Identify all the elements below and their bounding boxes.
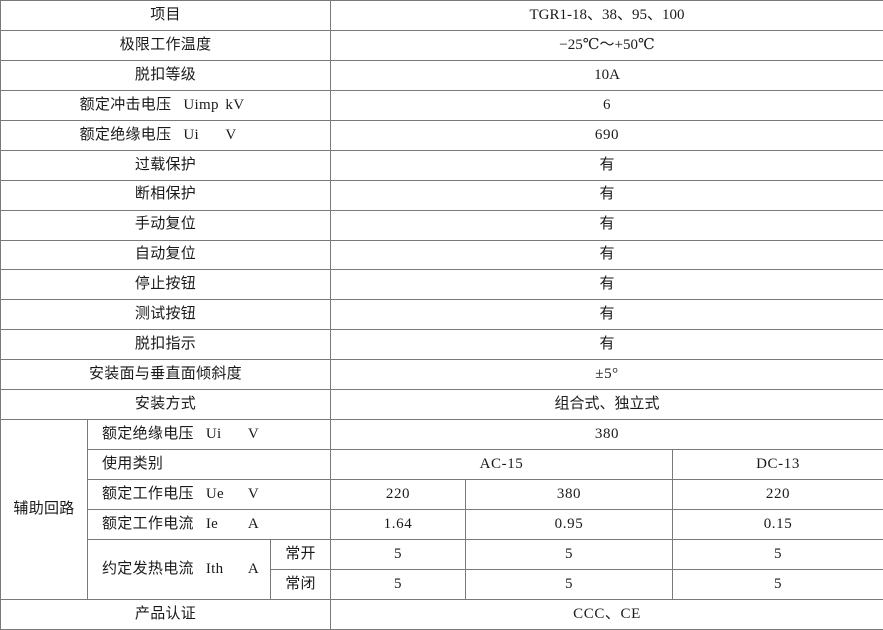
row-label-phase-loss-protection: 断相保护: [0, 179, 331, 211]
row-value-aux-current-ac220: 1.64: [330, 508, 466, 540]
label-symbol: Ui: [205, 425, 222, 442]
table-row-aux: 约定发热电流 Ith A 常开 5 5 5: [1, 538, 883, 600]
row-label-item: 项目: [0, 0, 331, 31]
table-row: 安装面与垂直面倾斜度 ±5°: [0, 359, 883, 391]
row-value-stop-button: 有: [329, 269, 883, 301]
table-row: 极限工作温度 −25℃～+50℃: [0, 29, 883, 61]
row-label-stop-button: 停止按钮: [0, 269, 331, 301]
label-symbol: Uimp: [183, 96, 219, 113]
table-row: 额定绝缘电压 Ui V 690: [0, 119, 883, 151]
row-value-aux-current-ac380: 0.95: [465, 508, 673, 540]
table-row: 脱扣指示 有: [0, 329, 883, 361]
table-row-footer: 产品认证 CCC、CE: [0, 598, 883, 630]
row-value-manual-reset: 有: [329, 209, 883, 241]
table-row: 脱扣等级 10A: [0, 59, 883, 91]
row-label-trip-indication: 脱扣指示: [0, 329, 331, 361]
label-symbol: Ith: [205, 560, 224, 577]
row-value-trip-indication: 有: [329, 329, 883, 361]
table-row: 安装方式 组合式、独立式: [0, 389, 883, 421]
row-value-aux-voltage-ac380: 380: [465, 479, 673, 510]
row-label-utilization-category: 使用类别: [87, 449, 331, 480]
table-row: 断相保护 有: [0, 179, 883, 211]
row-label-test-button: 测试按钮: [0, 299, 331, 331]
row-value-ith-nc-ac220: 5: [330, 568, 466, 600]
row-value-mounting-inclination: ±5°: [329, 359, 883, 391]
label-text: 额定绝缘电压: [79, 126, 172, 143]
row-value-test-button: 有: [329, 299, 883, 331]
row-value-aux-voltage-ac220: 220: [330, 479, 466, 510]
label-symbol: Ie: [205, 515, 219, 532]
row-label-manual-reset: 手动复位: [0, 209, 331, 241]
table-row: 手动复位 有: [0, 209, 883, 241]
row-value-ambient-temperature: −25℃～+50℃: [329, 29, 883, 61]
row-label-aux-rated-insulation-voltage: 额定绝缘电压 Ui V: [87, 419, 331, 451]
label-text: 额定工作电流: [102, 515, 194, 532]
row-label-overload-protection: 过载保护: [0, 149, 331, 181]
row-label-mounting-inclination: 安装面与垂直面倾斜度: [0, 359, 331, 391]
row-value-ith-nc-dc220: 5: [671, 568, 883, 600]
table-row-aux: 额定工作电压 Ue V 220 380 220: [1, 479, 883, 510]
table-row-aux: 辅助回路 额定绝缘电压 Ui V 380: [0, 419, 883, 600]
row-value-utilization-category-dc: DC-13: [671, 449, 883, 480]
row-label-aux-rated-operational-current: 额定工作电流 Ie A: [87, 508, 331, 540]
table-row: 自动复位 有: [0, 239, 883, 271]
row-value-ith-no-ac380: 5: [465, 538, 673, 570]
table-row: 停止按钮 有: [0, 269, 883, 301]
table-row: 测试按钮 有: [0, 299, 883, 331]
row-value-product-certification: CCC、CE: [329, 598, 883, 630]
row-value-phase-loss-protection: 有: [329, 179, 883, 211]
row-label-normally-closed: 常闭: [270, 568, 331, 600]
label-unit: A: [247, 560, 259, 577]
label-unit: V: [247, 485, 259, 502]
row-value-utilization-category-ac: AC-15: [330, 449, 673, 480]
row-value-ith-no-dc220: 5: [671, 538, 883, 570]
table-row-aux: 常闭 5 5 5: [1, 568, 883, 600]
label-text: 约定发热电流: [102, 560, 194, 577]
label-unit: A: [247, 515, 259, 532]
label-symbol: Ue: [205, 485, 224, 502]
row-value-rated-insulation-voltage: 690: [329, 119, 883, 151]
label-symbol: Ui: [183, 126, 200, 143]
table-row: 过载保护 有: [0, 149, 883, 181]
label-text: 额定绝缘电压: [102, 425, 194, 442]
row-value-aux-current-dc220: 0.15: [671, 508, 883, 540]
row-label-product-certification: 产品认证: [0, 598, 331, 630]
table-row: 额定冲击电压 Uimp kV 6: [0, 89, 883, 121]
row-value-aux-voltage-dc220: 220: [671, 479, 883, 510]
row-label-auto-reset: 自动复位: [0, 239, 331, 271]
label-text: 额定冲击电压: [79, 96, 172, 113]
label-unit: kV: [225, 96, 245, 113]
row-value-auto-reset: 有: [329, 239, 883, 271]
row-label-conventional-thermal-current: 约定发热电流 Ith A: [87, 538, 271, 600]
row-label-aux-rated-operational-voltage: 额定工作电压 Ue V: [87, 479, 331, 510]
label-unit: V: [247, 425, 259, 442]
row-value-trip-class: 10A: [329, 59, 883, 91]
row-label-mounting-type: 安装方式: [0, 389, 331, 421]
table-row-aux: 额定工作电流 Ie A 1.64 0.95 0.15: [1, 508, 883, 540]
row-value-rated-impulse-voltage: 6: [329, 89, 883, 121]
row-label-rated-insulation-voltage: 额定绝缘电压 Ui V: [0, 119, 331, 151]
label-text: 额定工作电压: [102, 485, 194, 502]
row-label-normally-open: 常开: [270, 538, 331, 570]
row-label-trip-class: 脱扣等级: [0, 59, 331, 91]
table-row-header: 项目 TGR1-18、38、95、100: [0, 0, 883, 31]
row-label-ambient-temperature: 极限工作温度: [0, 29, 331, 61]
row-value-aux-rated-insulation-voltage: 380: [329, 419, 883, 451]
row-label-rated-impulse-voltage: 额定冲击电压 Uimp kV: [0, 89, 331, 121]
row-label-auxiliary-circuit: 辅助回路: [0, 419, 88, 600]
row-value-ith-no-ac220: 5: [330, 538, 466, 570]
label-unit: V: [225, 126, 237, 143]
row-value-mounting-type: 组合式、独立式: [329, 389, 883, 421]
row-value-ith-nc-ac380: 5: [465, 568, 673, 600]
row-value-overload-protection: 有: [329, 149, 883, 181]
table-row-aux: 使用类别 AC-15 DC-13: [1, 449, 883, 480]
row-value-item: TGR1-18、38、95、100: [329, 0, 883, 31]
